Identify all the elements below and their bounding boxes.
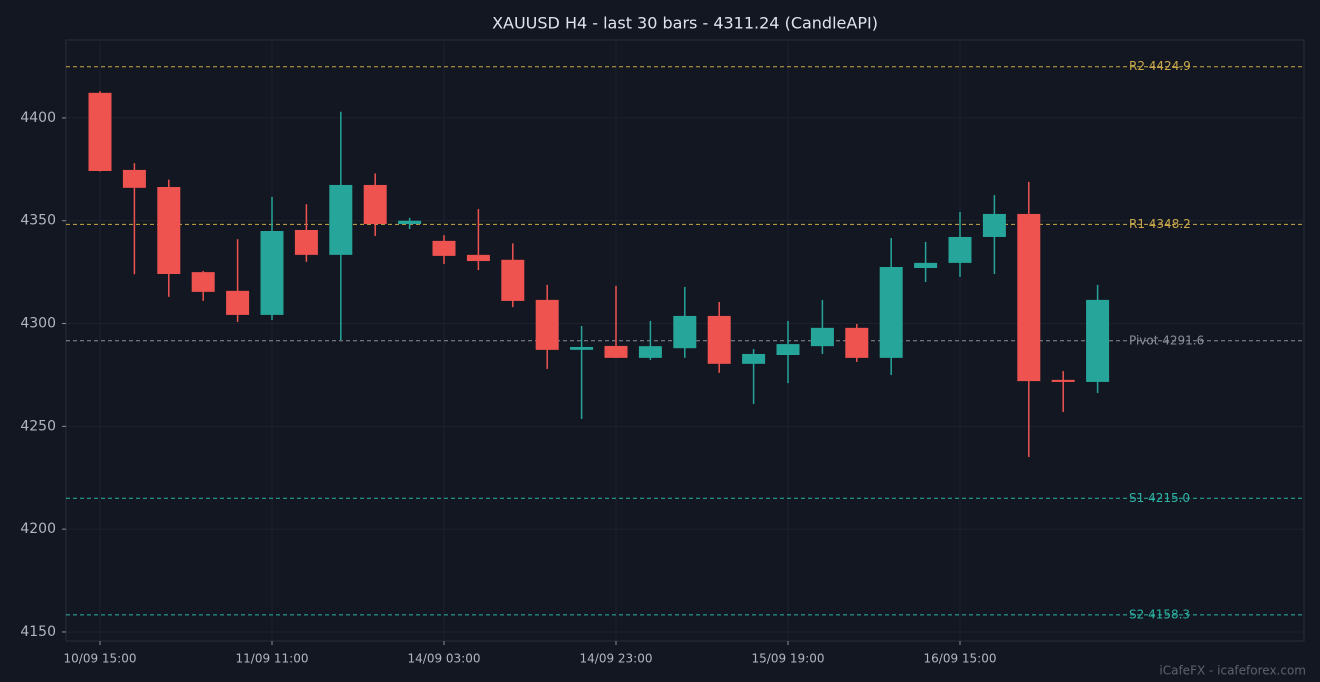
candle-body	[535, 299, 559, 350]
candle-body	[466, 254, 490, 262]
candle-body	[879, 266, 903, 358]
candle-body	[845, 327, 869, 358]
candle-body	[1086, 299, 1110, 382]
y-tick-label: 4350	[20, 213, 56, 229]
watermark: iCafeFX - icafeforex.com	[1159, 664, 1306, 678]
candle-body	[982, 213, 1006, 237]
candle-body	[570, 346, 594, 350]
candle-body	[1017, 213, 1041, 382]
x-tick-label: 14/09 23:00	[580, 652, 653, 666]
candle-body	[501, 259, 525, 301]
candle-body	[88, 92, 112, 171]
candle-body	[122, 169, 146, 188]
candle-body	[914, 262, 938, 269]
candle-body	[638, 346, 662, 358]
x-tick-label: 10/09 15:00	[64, 652, 137, 666]
x-tick-label: 16/09 15:00	[924, 652, 997, 666]
pivot-label: R2 4424.9	[1129, 59, 1191, 73]
y-tick-label: 4150	[20, 624, 56, 640]
candle-body	[329, 184, 353, 255]
candle-body	[776, 344, 800, 355]
y-tick-label: 4250	[20, 418, 56, 434]
candle-body	[260, 231, 284, 315]
candle-body	[742, 353, 766, 364]
candle-body	[432, 240, 456, 256]
x-tick-label: 11/09 11:00	[236, 652, 309, 666]
y-tick-label: 4400	[20, 110, 56, 126]
candle-body	[294, 229, 318, 255]
pivot-label: R1 4348.2	[1129, 217, 1191, 231]
pivot-label: S2 4158.3	[1129, 607, 1190, 621]
candle-body	[810, 327, 834, 347]
pivot-label: Pivot 4291.6	[1129, 333, 1204, 347]
candle-body	[191, 272, 215, 292]
candle-body	[673, 315, 697, 349]
x-tick-label: 15/09 19:00	[752, 652, 825, 666]
candle-body	[363, 184, 387, 225]
y-tick-label: 4300	[20, 316, 56, 332]
pivot-label: S1 4215.0	[1129, 491, 1190, 505]
candle-body	[604, 345, 628, 358]
y-tick-label: 4200	[20, 521, 56, 537]
x-tick-label: 14/09 03:00	[408, 652, 481, 666]
candle-body	[157, 187, 181, 274]
candle-body	[948, 236, 972, 263]
chart-title: XAUUSD H4 - last 30 bars - 4311.24 (Cand…	[492, 14, 878, 33]
candle-body	[226, 290, 250, 315]
candle-body	[1051, 379, 1075, 382]
candle-body	[398, 220, 422, 225]
candle-body	[707, 315, 731, 364]
